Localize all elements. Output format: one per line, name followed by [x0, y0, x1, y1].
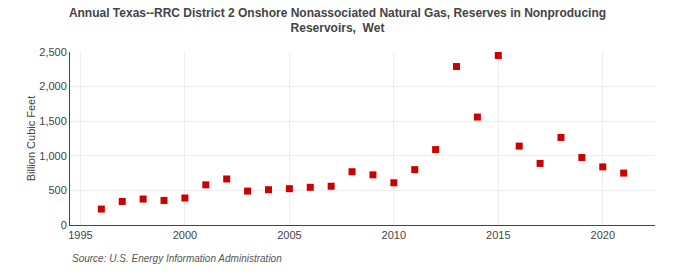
svg-text:2015: 2015	[486, 229, 510, 241]
svg-text:Source: U.S. Energy Informatio: Source: U.S. Energy Information Administ…	[72, 253, 282, 264]
svg-text:2020: 2020	[591, 229, 615, 241]
svg-text:2000: 2000	[173, 229, 197, 241]
svg-text:2,500: 2,500	[39, 46, 67, 58]
svg-text:1,000: 1,000	[39, 150, 67, 162]
svg-text:Billion Cubic Feet: Billion Cubic Feet	[25, 96, 37, 182]
svg-text:2,000: 2,000	[39, 80, 67, 92]
svg-text:2010: 2010	[382, 229, 406, 241]
svg-text:1,500: 1,500	[39, 115, 67, 127]
svg-text:500: 500	[48, 184, 66, 196]
svg-text:0: 0	[61, 219, 67, 231]
svg-text:Annual Texas--RRC District 2 O: Annual Texas--RRC District 2 Onshore Non…	[69, 6, 606, 36]
svg-text:2005: 2005	[277, 229, 301, 241]
svg-text:1995: 1995	[68, 229, 92, 241]
